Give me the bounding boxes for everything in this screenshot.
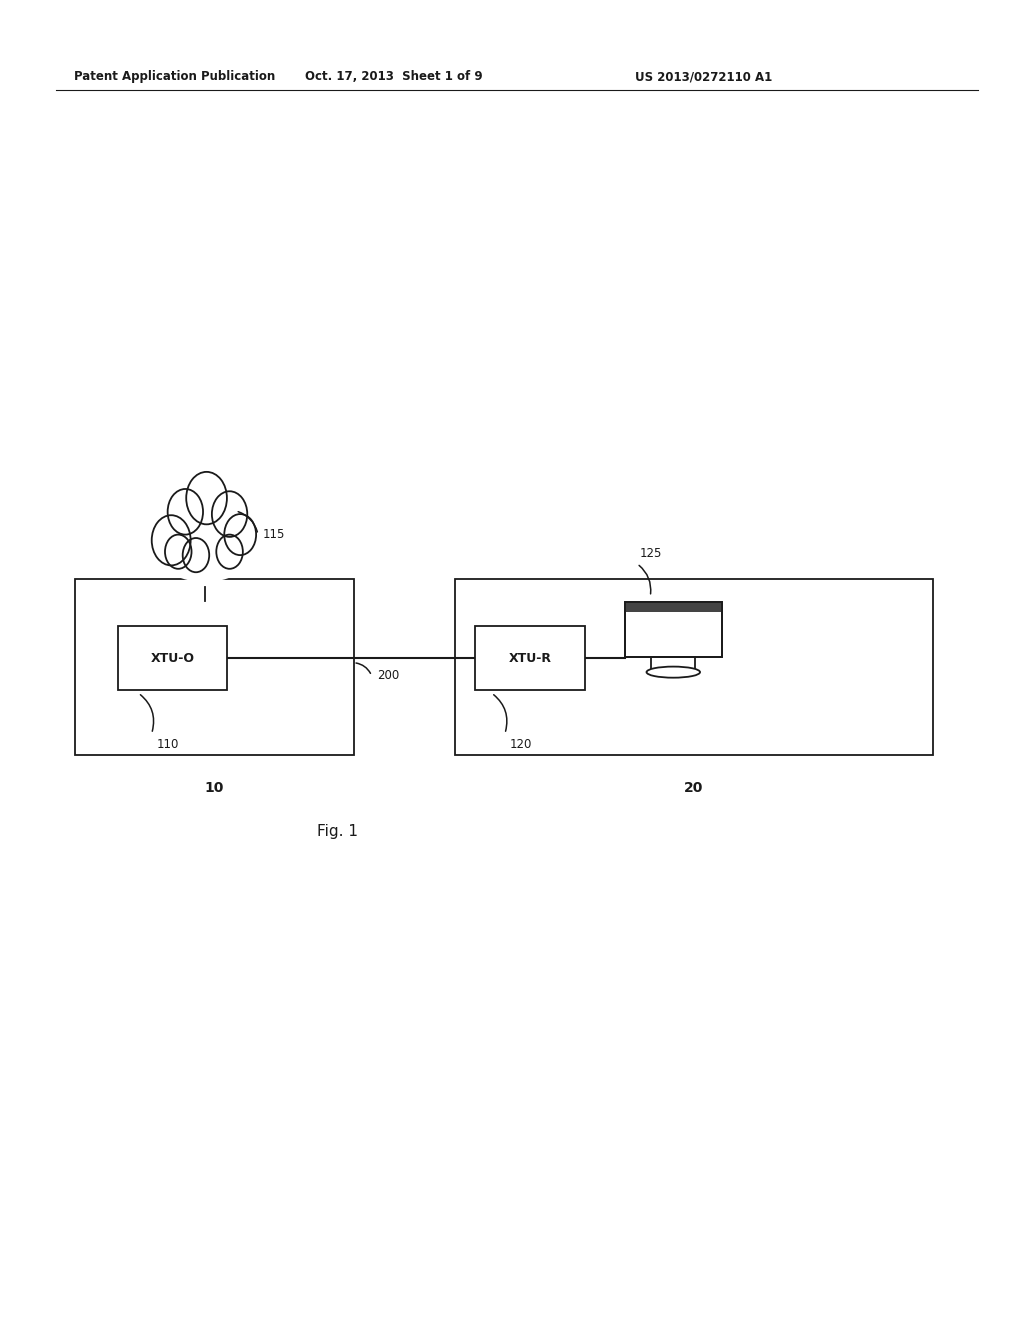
Text: US 2013/0272110 A1: US 2013/0272110 A1 [635,70,772,83]
Text: 200: 200 [377,669,399,682]
Text: 115: 115 [263,528,286,541]
Bar [475,626,585,690]
Circle shape [224,513,256,556]
Text: 10: 10 [205,781,224,796]
Ellipse shape [646,667,700,677]
Text: XTU-R: XTU-R [509,652,551,664]
Bar [75,579,354,755]
Circle shape [182,539,209,573]
Circle shape [216,535,243,569]
Bar [625,602,722,612]
Circle shape [168,488,203,535]
Text: 120: 120 [510,738,532,751]
Bar [455,579,933,755]
Text: Fig. 1: Fig. 1 [317,824,358,840]
Circle shape [165,535,191,569]
Circle shape [212,491,247,537]
Bar [625,602,722,657]
Bar [118,626,227,690]
Bar [625,602,722,657]
Ellipse shape [145,487,264,582]
Text: Patent Application Publication: Patent Application Publication [74,70,275,83]
Text: 20: 20 [684,781,703,796]
Circle shape [186,471,227,524]
Text: Oct. 17, 2013  Sheet 1 of 9: Oct. 17, 2013 Sheet 1 of 9 [305,70,483,83]
Text: 125: 125 [640,546,663,560]
Bar [651,657,695,672]
Circle shape [152,515,190,565]
Text: 110: 110 [157,738,179,751]
Text: XTU-O: XTU-O [151,652,195,664]
